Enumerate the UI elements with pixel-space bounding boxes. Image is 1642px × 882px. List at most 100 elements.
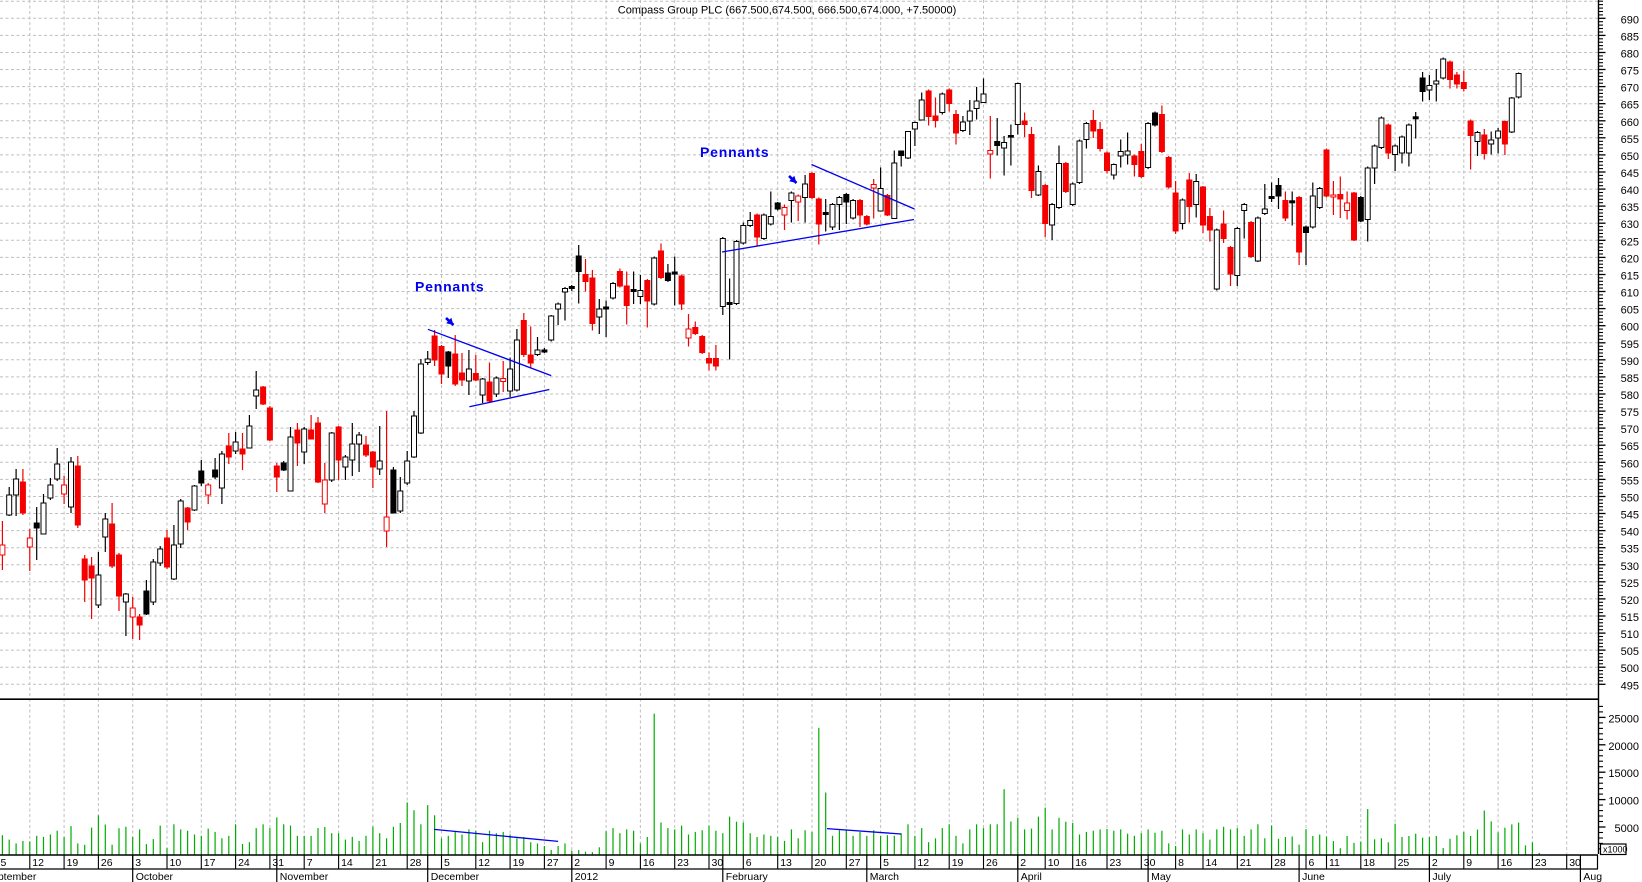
svg-text:21: 21 [375,857,387,869]
svg-text:535: 535 [1621,544,1639,556]
svg-text:540: 540 [1621,527,1639,539]
svg-text:Pennants: Pennants [415,279,484,295]
svg-text:Aug: Aug [1583,871,1602,882]
svg-text:30: 30 [1144,857,1156,869]
svg-text:685: 685 [1621,31,1639,43]
svg-text:6: 6 [746,857,752,869]
svg-text:26: 26 [101,857,113,869]
svg-text:14: 14 [341,857,353,869]
svg-text:February: February [726,871,769,882]
svg-text:565: 565 [1621,441,1639,453]
svg-text:2: 2 [1020,857,1026,869]
svg-text:650: 650 [1621,151,1639,163]
svg-text:560: 560 [1621,458,1639,470]
svg-text:16: 16 [643,857,655,869]
svg-text:28: 28 [410,857,422,869]
svg-text:575: 575 [1621,407,1639,419]
svg-text:605: 605 [1621,305,1639,317]
svg-text:555: 555 [1621,475,1639,487]
svg-text:May: May [1151,871,1172,882]
svg-text:12: 12 [478,857,490,869]
svg-text:23: 23 [677,857,689,869]
svg-text:November: November [280,871,329,882]
svg-text:665: 665 [1621,100,1639,112]
svg-text:590: 590 [1621,356,1639,368]
svg-text:2: 2 [574,857,580,869]
svg-text:16: 16 [1501,857,1513,869]
svg-text:580: 580 [1621,390,1639,402]
svg-text:645: 645 [1621,168,1639,180]
svg-text:520: 520 [1621,595,1639,607]
svg-text:660: 660 [1621,117,1639,129]
svg-text:31: 31 [272,857,284,869]
svg-text:12: 12 [32,857,44,869]
svg-text:2: 2 [1432,857,1438,869]
svg-text:625: 625 [1621,236,1639,248]
svg-text:June: June [1302,871,1325,882]
svg-text:16: 16 [1075,857,1087,869]
svg-text:10000: 10000 [1608,796,1639,808]
svg-text:640: 640 [1621,185,1639,197]
svg-text:525: 525 [1621,578,1639,590]
svg-text:14: 14 [1206,857,1218,869]
svg-text:28: 28 [1274,857,1286,869]
svg-text:24: 24 [238,857,250,869]
svg-text:635: 635 [1621,202,1639,214]
svg-text:495: 495 [1621,680,1639,692]
svg-text:505: 505 [1621,646,1639,658]
svg-text:15000: 15000 [1608,768,1639,780]
svg-text:3: 3 [135,857,141,869]
svg-text:17: 17 [204,857,216,869]
svg-text:500: 500 [1621,663,1639,675]
svg-text:18: 18 [1363,857,1375,869]
svg-text:19: 19 [67,857,79,869]
svg-text:21: 21 [1240,857,1252,869]
svg-text:25: 25 [1398,857,1410,869]
svg-text:5000: 5000 [1615,823,1639,835]
svg-text:9: 9 [1466,857,1472,869]
svg-text:September: September [0,871,37,882]
svg-text:Compass Group PLC (667.500,674: Compass Group PLC (667.500,674.500, 666.… [618,5,957,17]
svg-text:620: 620 [1621,253,1639,265]
svg-text:20: 20 [815,857,827,869]
svg-text:October: October [136,871,174,882]
svg-text:585: 585 [1621,373,1639,385]
svg-text:690: 690 [1621,14,1639,26]
svg-text:30: 30 [712,857,724,869]
svg-text:5: 5 [883,857,889,869]
svg-text:530: 530 [1621,561,1639,573]
svg-text:550: 550 [1621,493,1639,505]
svg-text:655: 655 [1621,134,1639,146]
svg-text:515: 515 [1621,612,1639,624]
svg-text:23: 23 [1535,857,1547,869]
svg-text:27: 27 [849,857,861,869]
svg-text:680: 680 [1621,49,1639,61]
svg-text:27: 27 [547,857,559,869]
svg-text:5: 5 [444,857,450,869]
svg-text:2012: 2012 [575,871,599,882]
svg-text:10: 10 [170,857,182,869]
svg-text:Pennants: Pennants [700,144,769,160]
svg-text:x1000: x1000 [1603,845,1628,855]
svg-text:570: 570 [1621,424,1639,436]
svg-text:545: 545 [1621,510,1639,522]
svg-text:675: 675 [1621,66,1639,78]
svg-text:9: 9 [609,857,615,869]
svg-text:20000: 20000 [1608,741,1639,753]
svg-text:595: 595 [1621,339,1639,351]
svg-text:13: 13 [780,857,792,869]
svg-text:5: 5 [1,857,7,869]
svg-text:23: 23 [1110,857,1122,869]
svg-text:8: 8 [1178,857,1184,869]
svg-text:April: April [1021,871,1042,882]
svg-text:670: 670 [1621,83,1639,95]
svg-text:610: 610 [1621,288,1639,300]
svg-text:6: 6 [1309,857,1315,869]
svg-text:615: 615 [1621,271,1639,283]
svg-text:510: 510 [1621,629,1639,641]
svg-text:July: July [1432,871,1451,882]
svg-text:19: 19 [952,857,964,869]
svg-text:25000: 25000 [1608,713,1639,725]
svg-text:10: 10 [1048,857,1060,869]
svg-text:600: 600 [1621,322,1639,334]
